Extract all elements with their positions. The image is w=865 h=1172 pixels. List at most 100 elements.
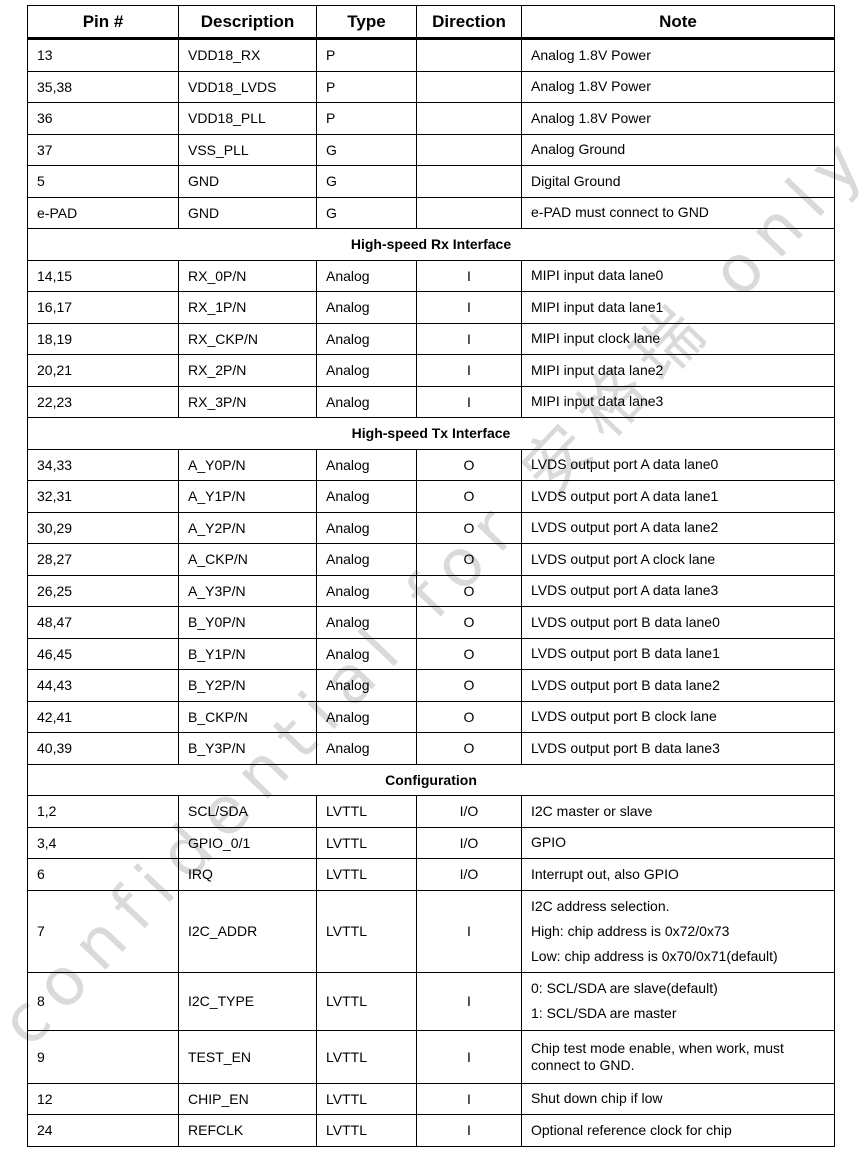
direction-cell: [416, 102, 522, 135]
pin-cell: 40,39: [27, 732, 179, 765]
table-row: 5 GND G Digital Ground: [27, 165, 835, 198]
pin-cell: 26,25: [27, 574, 179, 607]
description-cell: VDD18_PLL: [178, 102, 317, 135]
table-row: 32,31 A_Y1P/N Analog O LVDS output port A da…: [27, 480, 835, 513]
type-cell: Analog: [316, 669, 417, 702]
table-row: 3,4 GPIO_0/1 LVTTL I/O GPIO: [27, 826, 835, 859]
note-line: LVDS output port B data lane1: [531, 645, 720, 662]
note-line: Analog 1.8V Power: [531, 109, 651, 126]
direction-cell: I/O: [416, 826, 522, 859]
direction-cell: I/O: [416, 858, 522, 891]
direction-cell: O: [416, 480, 522, 513]
note-cell: e-PAD must connect to GND: [521, 196, 835, 229]
type-cell: Analog: [316, 291, 417, 324]
type-cell: Analog: [316, 606, 417, 639]
note-line: LVDS output port B data lane3: [531, 739, 720, 756]
note-line: GPIO: [531, 834, 567, 851]
note-line: Analog Ground: [531, 141, 626, 158]
note-line: e-PAD must connect to GND: [531, 204, 709, 221]
header-description: Description: [178, 5, 317, 40]
header-note: Note: [521, 5, 835, 40]
description-cell: B_Y3P/N: [178, 732, 317, 765]
type-cell: LVTTL: [316, 795, 417, 828]
direction-cell: [416, 196, 522, 229]
note-cell: I2C master or slave: [521, 795, 835, 828]
note-cell: LVDS output port B clock lane: [521, 700, 835, 733]
description-cell: A_Y0P/N: [178, 448, 317, 481]
description-cell: B_Y1P/N: [178, 637, 317, 670]
pin-cell: e-PAD: [27, 196, 179, 229]
header-row: Pin # Description Type Direction Note: [27, 5, 835, 40]
note-cell: LVDS output port A data lane0: [521, 448, 835, 481]
description-cell: B_Y0P/N: [178, 606, 317, 639]
table-row: 8 I2C_TYPE LVTTL I 0: SCL/SDA are slave(defa…: [27, 971, 835, 1031]
pin-cell: 37: [27, 133, 179, 166]
direction-cell: O: [416, 543, 522, 576]
description-cell: GND: [178, 196, 317, 229]
note-line: Low: chip address is 0x70/0x71(default): [531, 947, 778, 964]
table-row: 46,45 B_Y1P/N Analog O LVDS output port B da…: [27, 637, 835, 670]
direction-cell: O: [416, 669, 522, 702]
note-cell: MIPI input data lane3: [521, 385, 835, 418]
description-cell: SCL/SDA: [178, 795, 317, 828]
description-cell: VDD18_LVDS: [178, 70, 317, 103]
table-row: 1,2 SCL/SDA LVTTL I/O I2C master or slave: [27, 795, 835, 828]
description-cell: IRQ: [178, 858, 317, 891]
note-line: 1: SCL/SDA are master: [531, 1005, 677, 1021]
type-cell: Analog: [316, 732, 417, 765]
table-row: 9 TEST_EN LVTTL I Chip test mode enable, whe…: [27, 1029, 835, 1084]
section-title: High-speed Tx Interface: [27, 417, 835, 450]
note-line: LVDS output port A clock lane: [531, 550, 716, 567]
note-line: LVDS output port B clock lane: [531, 708, 717, 725]
description-cell: I2C_ADDR: [178, 889, 317, 973]
table-row: 18,19 RX_CKP/N Analog I MIPI input clock lan…: [27, 322, 835, 355]
note-line: MIPI input data lane1: [531, 298, 664, 315]
note-line: I2C master or slave: [531, 802, 653, 819]
description-cell: I2C_TYPE: [178, 971, 317, 1031]
direction-cell: I: [416, 322, 522, 355]
pin-cell: 14,15: [27, 259, 179, 292]
pin-cell: 30,29: [27, 511, 179, 544]
type-cell: Analog: [316, 700, 417, 733]
table-row: 6 IRQ LVTTL I/O Interrupt out, also GPIO: [27, 858, 835, 891]
type-cell: Analog: [316, 385, 417, 418]
note-line: Chip test mode enable, when work, must c…: [531, 1039, 784, 1073]
type-cell: LVTTL: [316, 858, 417, 891]
pin-cell: 28,27: [27, 543, 179, 576]
table-row: 36 VDD18_PLL P Analog 1.8V Power: [27, 102, 835, 135]
direction-cell: I: [416, 354, 522, 387]
type-cell: Analog: [316, 543, 417, 576]
table-row: 24 REFCLK LVTTL I Optional reference clock f…: [27, 1114, 835, 1147]
note-line: 0: SCL/SDA are slave(default): [531, 980, 718, 996]
pin-cell: 20,21: [27, 354, 179, 387]
type-cell: LVTTL: [316, 971, 417, 1031]
table-row: 12 CHIP_EN LVTTL I Shut down chip if low: [27, 1082, 835, 1115]
description-cell: B_CKP/N: [178, 700, 317, 733]
note-cell: Digital Ground: [521, 165, 835, 198]
note-cell: MIPI input data lane2: [521, 354, 835, 387]
note-line: MIPI input clock lane: [531, 330, 661, 347]
note-cell: LVDS output port B data lane2: [521, 669, 835, 702]
note-line: LVDS output port A data lane2: [531, 519, 719, 536]
description-cell: TEST_EN: [178, 1029, 317, 1084]
description-cell: RX_1P/N: [178, 291, 317, 324]
type-cell: LVTTL: [316, 889, 417, 973]
note-cell: Analog 1.8V Power: [521, 38, 835, 72]
pin-cell: 36: [27, 102, 179, 135]
direction-cell: I: [416, 1029, 522, 1084]
note-line: MIPI input data lane0: [531, 267, 664, 284]
description-cell: B_Y2P/N: [178, 669, 317, 702]
note-line: Digital Ground: [531, 172, 621, 189]
type-cell: Analog: [316, 511, 417, 544]
section-title: High-speed Rx Interface: [27, 228, 835, 261]
pin-table: Pin # Description Type Direction Note 13…: [27, 5, 835, 1147]
note-cell: Chip test mode enable, when work, must c…: [521, 1029, 835, 1084]
note-cell: MIPI input clock lane: [521, 322, 835, 355]
pin-cell: 3,4: [27, 826, 179, 859]
description-cell: CHIP_EN: [178, 1082, 317, 1115]
type-cell: Analog: [316, 322, 417, 355]
note-cell: LVDS output port B data lane1: [521, 637, 835, 670]
note-cell: Optional reference clock for chip: [521, 1114, 835, 1147]
type-cell: LVTTL: [316, 1029, 417, 1084]
